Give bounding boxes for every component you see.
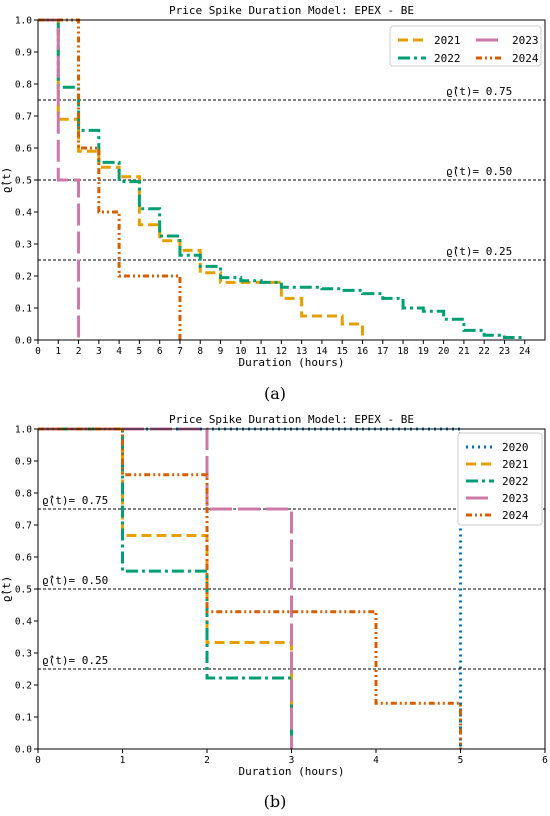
y-tick-label: 0.6 bbox=[15, 553, 32, 564]
legend-label-2022: 2022 bbox=[502, 475, 529, 488]
x-tick-label: 21 bbox=[458, 346, 470, 357]
y-tick-label: 0.9 bbox=[15, 48, 32, 59]
legend-label-2024: 2024 bbox=[512, 52, 539, 65]
y-tick-label: 0.8 bbox=[15, 489, 32, 500]
y-tick-label: 0.7 bbox=[15, 112, 32, 123]
x-tick-label: 2 bbox=[204, 755, 210, 766]
x-tick-label: 14 bbox=[316, 346, 328, 357]
y-tick-label: 0.2 bbox=[15, 681, 32, 692]
chart-b: Price Spike Duration Model: EPEX - BE ϱ̂(… bbox=[0, 413, 548, 778]
y-axis-label: ϱ̂(t) bbox=[0, 576, 13, 603]
x-tick-label: 4 bbox=[373, 755, 379, 766]
x-tick-label: 7 bbox=[177, 346, 183, 357]
y-tick-label: 0.9 bbox=[15, 457, 32, 468]
legend-label-2023: 2023 bbox=[512, 34, 539, 47]
x-tick-label: 17 bbox=[377, 346, 388, 357]
y-tick-label: 0.4 bbox=[15, 208, 32, 219]
y-tick-label: 1.0 bbox=[15, 425, 32, 436]
legend-label-2021: 2021 bbox=[434, 34, 461, 47]
x-tick-label: 5 bbox=[458, 755, 464, 766]
y-tick-label: 1.0 bbox=[15, 16, 32, 27]
x-tick-label: 3 bbox=[96, 346, 102, 357]
x-axis-label: Duration (hours) bbox=[239, 765, 345, 778]
legend-label-2021: 2021 bbox=[502, 458, 529, 471]
chart-title: Price Spike Duration Model: EPEX - BE bbox=[169, 4, 414, 17]
x-tick-label: 19 bbox=[418, 346, 430, 357]
x-tick-label: 1 bbox=[55, 346, 61, 357]
y-tick-label: 0.3 bbox=[15, 649, 32, 660]
x-tick-label: 11 bbox=[255, 346, 267, 357]
chart-title: Price Spike Duration Model: EPEX - BE bbox=[169, 413, 414, 426]
x-tick-label: 6 bbox=[157, 346, 163, 357]
x-tick-label: 16 bbox=[357, 346, 369, 357]
x-tick-label: 1 bbox=[120, 755, 126, 766]
legend-label-2020: 2020 bbox=[502, 441, 529, 454]
legend-label-2022: 2022 bbox=[434, 52, 461, 65]
x-tick-label: 22 bbox=[478, 346, 489, 357]
series-line-2024 bbox=[38, 427, 462, 749]
y-tick-label: 0.1 bbox=[15, 713, 32, 724]
chart-a: Price Spike Duration Model: EPEX - BE ϱ̂(… bbox=[0, 4, 546, 369]
y-axis-label: ϱ̂(t) bbox=[0, 167, 13, 194]
reference-line-label: ϱ̂(t)= 0.75 bbox=[42, 494, 108, 507]
x-axis-label: Duration (hours) bbox=[239, 356, 345, 369]
x-tick-label: 15 bbox=[336, 346, 347, 357]
legend-label-2024: 2024 bbox=[502, 509, 529, 522]
x-tick-label: 24 bbox=[519, 346, 531, 357]
x-tick-label: 13 bbox=[296, 346, 307, 357]
y-tick-label: 0.0 bbox=[15, 336, 32, 347]
reference-line-label: ϱ̂(t)= 0.75 bbox=[446, 85, 512, 98]
y-tick-label: 0.5 bbox=[15, 585, 32, 596]
x-tick-label: 6 bbox=[542, 755, 548, 766]
reference-line-label: ϱ̂(t)= 0.50 bbox=[42, 574, 108, 587]
series-line-2022 bbox=[38, 18, 525, 339]
x-tick-label: 9 bbox=[218, 346, 224, 357]
reference-line-label: ϱ̂(t)= 0.50 bbox=[446, 165, 512, 178]
y-tick-label: 0.7 bbox=[15, 521, 32, 532]
x-tick-label: 5 bbox=[137, 346, 143, 357]
legend-box bbox=[457, 432, 543, 526]
y-tick-label: 0.1 bbox=[15, 304, 32, 315]
x-tick-label: 3 bbox=[289, 755, 295, 766]
y-tick-label: 0.2 bbox=[15, 272, 32, 283]
y-tick-label: 0.4 bbox=[15, 617, 32, 628]
reference-line-label: ϱ̂(t)= 0.25 bbox=[446, 245, 512, 258]
y-tick-label: 0.0 bbox=[15, 745, 32, 756]
y-tick-label: 0.3 bbox=[15, 240, 32, 251]
legend-label-2023: 2023 bbox=[502, 492, 529, 505]
x-tick-label: 12 bbox=[276, 346, 287, 357]
x-tick-label: 4 bbox=[116, 346, 122, 357]
x-tick-label: 2 bbox=[76, 346, 82, 357]
panel-a-caption: (a) bbox=[263, 384, 287, 403]
legend-box bbox=[389, 25, 542, 67]
series-line-2024 bbox=[38, 18, 182, 340]
y-tick-label: 0.5 bbox=[15, 176, 32, 187]
x-tick-label: 18 bbox=[397, 346, 409, 357]
y-tick-label: 0.6 bbox=[15, 144, 32, 155]
x-tick-label: 8 bbox=[197, 346, 203, 357]
y-tick-label: 0.8 bbox=[15, 80, 32, 91]
series-line-2021 bbox=[38, 18, 364, 340]
x-tick-label: 23 bbox=[499, 346, 510, 357]
reference-line-label: ϱ̂(t)= 0.25 bbox=[42, 654, 108, 667]
x-tick-label: 0 bbox=[35, 755, 41, 766]
x-tick-label: 10 bbox=[235, 346, 247, 357]
x-tick-label: 20 bbox=[438, 346, 450, 357]
x-tick-label: 0 bbox=[35, 346, 41, 357]
panel-b-caption: (b) bbox=[263, 792, 287, 811]
